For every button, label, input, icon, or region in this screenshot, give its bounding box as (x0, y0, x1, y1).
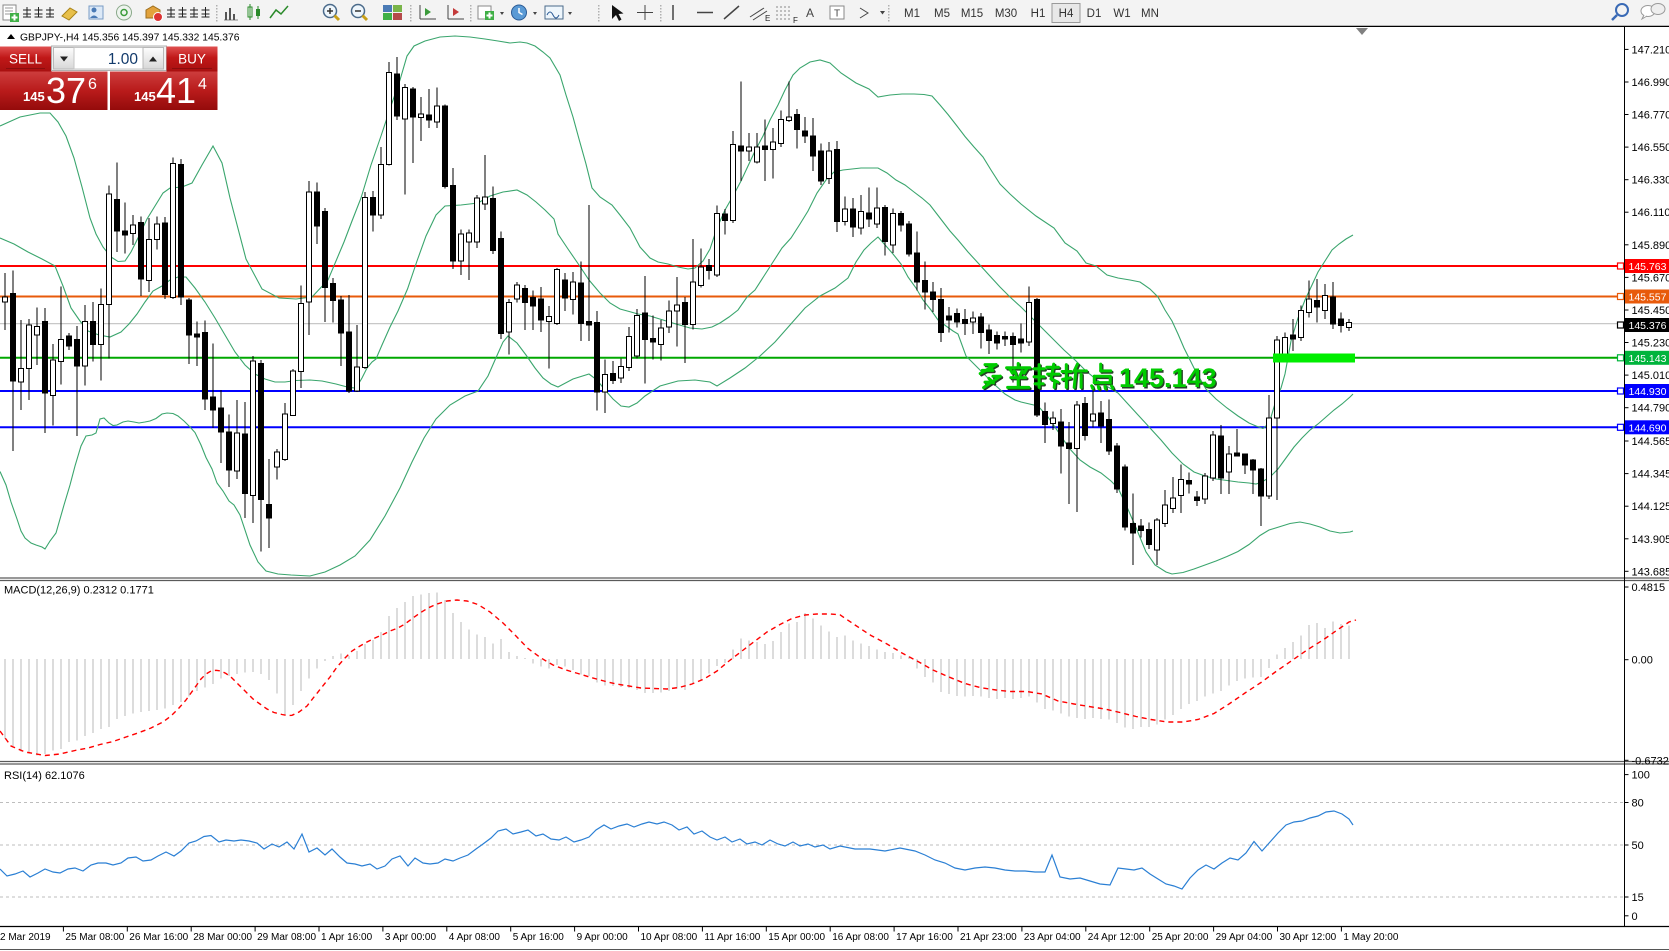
svg-text:M15: M15 (961, 8, 983, 20)
svg-text:26 Mar 16:00: 26 Mar 16:00 (129, 932, 188, 943)
svg-text:4: 4 (198, 76, 207, 93)
svg-text:5 Apr 16:00: 5 Apr 16:00 (513, 932, 565, 943)
svg-text:M30: M30 (995, 8, 1017, 20)
svg-text:144.790: 144.790 (1632, 403, 1669, 415)
svg-text:30 Apr 12:00: 30 Apr 12:00 (1280, 932, 1337, 943)
svg-text:0: 0 (1632, 911, 1638, 923)
svg-text:25 Apr 20:00: 25 Apr 20:00 (1152, 932, 1209, 943)
svg-text:W1: W1 (1113, 8, 1130, 20)
svg-text:RSI(14) 62.1076: RSI(14) 62.1076 (4, 770, 85, 782)
svg-text:1 May 20:00: 1 May 20:00 (1343, 932, 1398, 943)
svg-text:15 Apr 00:00: 15 Apr 00:00 (768, 932, 825, 943)
svg-text:145.450: 145.450 (1632, 305, 1669, 317)
svg-text:41: 41 (156, 70, 196, 111)
svg-text:146.330: 146.330 (1632, 175, 1669, 187)
svg-text:144.690: 144.690 (1629, 422, 1667, 434)
svg-text:MN: MN (1141, 8, 1159, 20)
svg-text:146.990: 146.990 (1632, 77, 1669, 89)
svg-text:H4: H4 (1059, 8, 1074, 20)
svg-text:145.230: 145.230 (1632, 338, 1669, 350)
svg-text:21 Apr 23:00: 21 Apr 23:00 (960, 932, 1017, 943)
svg-text:143.905: 143.905 (1632, 534, 1669, 546)
svg-text:M5: M5 (934, 8, 950, 20)
svg-text:23 Apr 04:00: 23 Apr 04:00 (1024, 932, 1081, 943)
svg-text:GBPJPY-,H4 145.356 145.397 14: GBPJPY-,H4 145.356 145.397 145.332 145.3… (20, 33, 240, 44)
svg-text:80: 80 (1632, 798, 1644, 810)
svg-text:29 Apr 04:00: 29 Apr 04:00 (1216, 932, 1273, 943)
svg-text:145.376: 145.376 (1629, 320, 1667, 332)
svg-text:100: 100 (1632, 770, 1650, 782)
svg-text:D1: D1 (1087, 8, 1102, 20)
svg-text:145: 145 (134, 89, 156, 104)
svg-text:28 Mar 00:00: 28 Mar 00:00 (193, 932, 252, 943)
svg-text:143.685: 143.685 (1632, 566, 1669, 578)
svg-text:144.565: 144.565 (1632, 436, 1669, 448)
svg-text:145.143: 145.143 (1120, 364, 1218, 394)
svg-text:E: E (765, 14, 770, 23)
svg-text:145.763: 145.763 (1629, 261, 1667, 273)
svg-text:0.00: 0.00 (1632, 655, 1653, 667)
svg-text:1.00: 1.00 (108, 51, 139, 68)
svg-text:T: T (834, 9, 840, 20)
svg-text:37: 37 (46, 70, 86, 111)
svg-text:M1: M1 (904, 8, 920, 20)
svg-text:145.557: 145.557 (1629, 292, 1667, 304)
svg-text:146.550: 146.550 (1632, 142, 1669, 154)
svg-text:BUY: BUY (178, 52, 206, 67)
svg-text:24 Apr 12:00: 24 Apr 12:00 (1088, 932, 1145, 943)
svg-text:0.4815: 0.4815 (1632, 582, 1666, 594)
svg-text:1 Apr 16:00: 1 Apr 16:00 (321, 932, 373, 943)
svg-text:3 Apr 00:00: 3 Apr 00:00 (385, 932, 437, 943)
svg-text:6: 6 (88, 76, 97, 93)
svg-text:A: A (806, 6, 814, 20)
svg-text:145.890: 145.890 (1632, 240, 1669, 252)
svg-text:50: 50 (1632, 840, 1644, 852)
svg-text:SELL: SELL (9, 52, 43, 67)
svg-text:MACD(12,26,9) 0.2312 0.1771: MACD(12,26,9) 0.2312 0.1771 (4, 585, 154, 597)
svg-text:145.143: 145.143 (1119, 363, 1217, 393)
svg-text:147.210: 147.210 (1632, 44, 1669, 56)
svg-text:145.670: 145.670 (1632, 272, 1669, 284)
svg-text:145: 145 (23, 89, 45, 104)
svg-text:25 Mar 08:00: 25 Mar 08:00 (65, 932, 124, 943)
svg-text:29 Mar 08:00: 29 Mar 08:00 (257, 932, 316, 943)
svg-text:F: F (793, 16, 798, 25)
svg-text:15: 15 (1632, 892, 1644, 904)
svg-text:145.010: 145.010 (1632, 370, 1669, 382)
svg-text:144.930: 144.930 (1629, 386, 1667, 398)
svg-text:16 Apr 08:00: 16 Apr 08:00 (832, 932, 889, 943)
svg-text:H1: H1 (1031, 8, 1046, 20)
svg-text:11 Apr 16:00: 11 Apr 16:00 (704, 932, 760, 943)
svg-text:144.345: 144.345 (1632, 469, 1669, 481)
svg-text:2 Mar 2019: 2 Mar 2019 (0, 932, 51, 943)
svg-text:-0.6732: -0.6732 (1632, 755, 1669, 767)
svg-text:145.143: 145.143 (1629, 353, 1667, 365)
svg-text:17 Apr 16:00: 17 Apr 16:00 (896, 932, 953, 943)
svg-text:4 Apr 08:00: 4 Apr 08:00 (449, 932, 501, 943)
svg-text:146.110: 146.110 (1632, 207, 1669, 219)
svg-text:146.770: 146.770 (1632, 110, 1669, 122)
svg-text:10 Apr 08:00: 10 Apr 08:00 (641, 932, 698, 943)
svg-text:9 Apr 00:00: 9 Apr 00:00 (577, 932, 629, 943)
svg-text:144.125: 144.125 (1632, 501, 1669, 513)
